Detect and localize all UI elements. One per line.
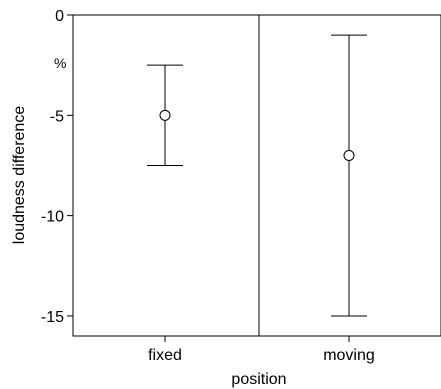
- mean-marker: [343, 149, 355, 161]
- y-unit-label: %: [54, 55, 66, 71]
- x-axis-label: position: [231, 371, 286, 388]
- y-tick-label: -15: [41, 309, 64, 326]
- x-tick-label: fixed: [148, 347, 182, 364]
- error-bar-fixed: [147, 64, 183, 166]
- x-ticks: fixed moving: [148, 336, 375, 364]
- error-bars: [147, 34, 367, 317]
- y-tick-label: -10: [41, 209, 64, 226]
- x-tick-label: moving: [323, 347, 375, 364]
- error-bar-moving: [331, 34, 367, 317]
- y-axis-label: loudness difference: [11, 106, 28, 245]
- mean-marker: [159, 109, 171, 121]
- plot-frame: [72, 14, 441, 337]
- y-tick-label: 0: [55, 8, 64, 25]
- y-tick-label: -5: [50, 108, 64, 125]
- y-ticks: 0 -5 -10 -15: [41, 8, 73, 326]
